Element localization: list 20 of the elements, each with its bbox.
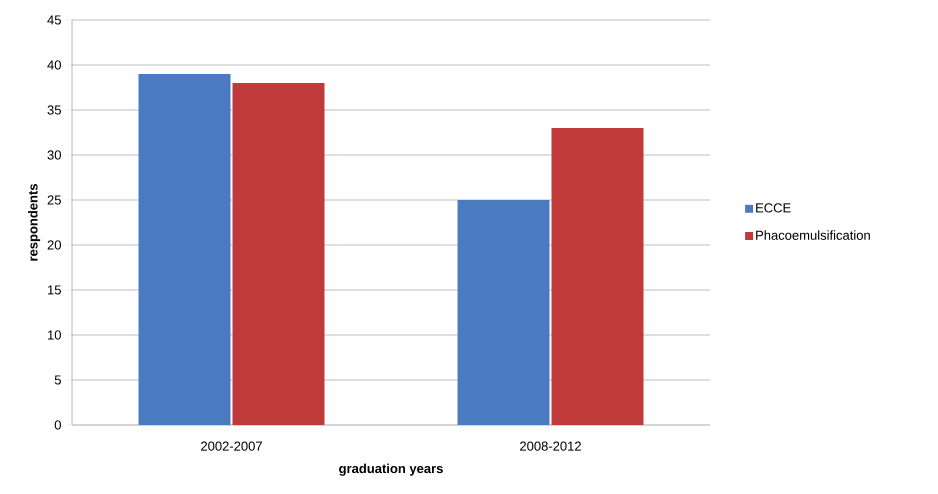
y-tick-label: 25 [48, 195, 61, 205]
bar [552, 128, 644, 425]
x-axis-title: graduation years [339, 464, 443, 476]
bar [232, 82, 325, 425]
y-tick-label: 35 [48, 105, 61, 115]
legend-label: ECCE [756, 203, 791, 212]
y-tick-label: 45 [47, 15, 61, 25]
bar [138, 74, 231, 425]
y-tick-label: 15 [48, 285, 61, 295]
x-tick-label: 2002-2007 [201, 442, 262, 451]
legend-label: Phacoemulsification [756, 230, 870, 240]
y-tick-label: 20 [48, 240, 61, 250]
bar [458, 200, 550, 425]
y-axis-title: respondents [28, 184, 40, 261]
x-tick-label: 2008-2012 [520, 442, 581, 451]
y-tick-label: 10 [48, 330, 61, 340]
y-tick-label: 40 [47, 60, 61, 70]
y-tick-label: 30 [48, 150, 61, 160]
y-tick-label: 0 [54, 420, 61, 430]
y-tick-label: 5 [54, 375, 61, 385]
